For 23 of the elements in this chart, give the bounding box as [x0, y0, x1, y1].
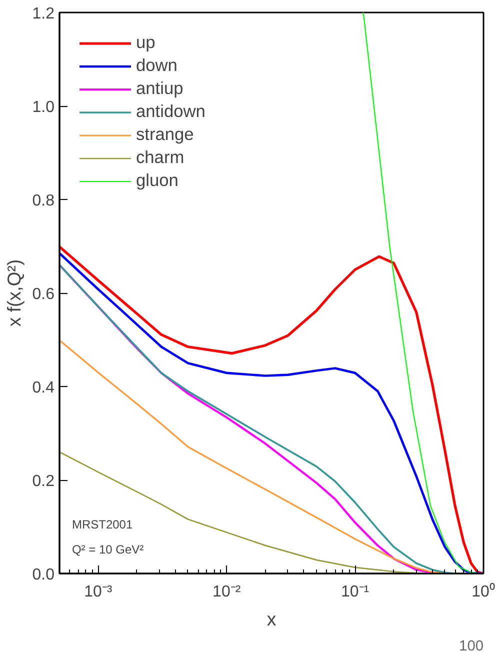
- x-tick-label: 10⁻¹: [340, 584, 370, 600]
- y-tick-label: 0.8: [32, 192, 55, 210]
- annotation: MRST2001: [72, 517, 133, 532]
- y-tick-label: 1.2: [32, 6, 55, 22]
- y-tick-label: 0.6: [32, 286, 55, 303]
- legend-label: gluon: [136, 170, 178, 191]
- legend-label: strange: [136, 124, 194, 145]
- legend-label: down: [136, 55, 178, 76]
- legend-label: up: [136, 32, 156, 53]
- x-tick-label: 10⁰: [472, 582, 496, 600]
- y-tick-label: 0.2: [32, 473, 55, 490]
- y-tick-label: 0.0: [32, 566, 55, 584]
- y-tick-label: 0.4: [32, 380, 55, 396]
- y-axis-title: x f(x,Q²): [3, 259, 24, 327]
- x-axis-title: x: [266, 608, 277, 630]
- legend-label: antidown: [136, 101, 206, 122]
- x-tick-label: 10⁻²: [212, 584, 242, 600]
- text: 100: [459, 638, 484, 654]
- annotation: Q² = 10 GeV²: [72, 542, 144, 557]
- legend-label: charm: [136, 147, 184, 168]
- x-tick-label: 10⁻³: [84, 584, 113, 600]
- legend-label: antiup: [136, 78, 184, 99]
- y-tick-label: 1.0: [32, 99, 55, 116]
